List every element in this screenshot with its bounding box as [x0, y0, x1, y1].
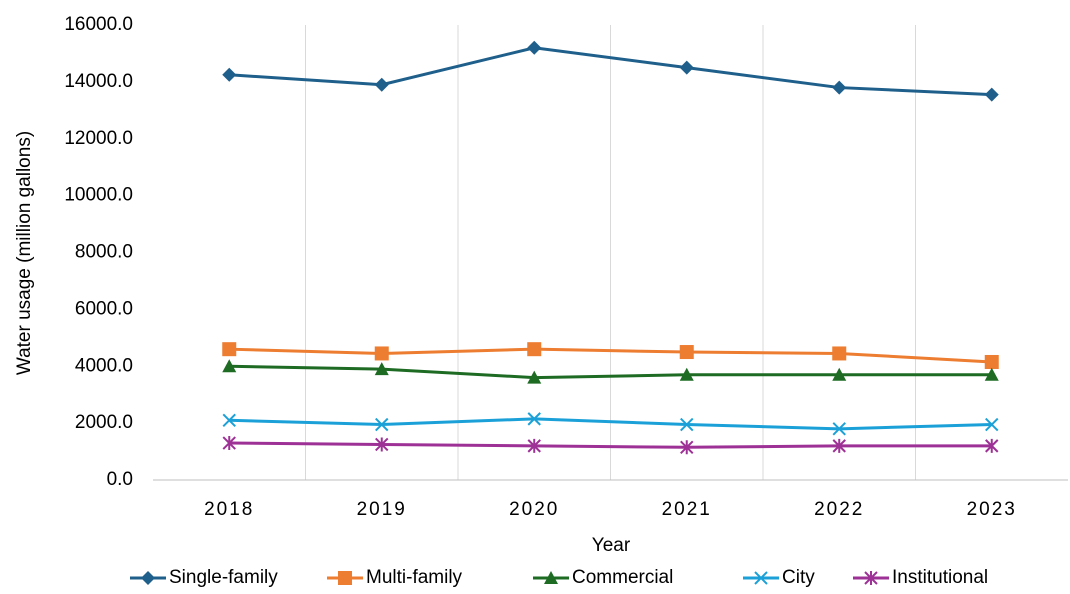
data-point	[679, 367, 694, 381]
series-line	[229, 347, 992, 364]
data-point	[679, 60, 694, 75]
data-point	[985, 438, 999, 453]
data-point	[527, 412, 541, 426]
legend-item: Single-family	[130, 567, 278, 588]
data-point	[375, 417, 389, 432]
y-tick-label: 2000.0	[75, 412, 133, 433]
data-point	[527, 40, 542, 55]
legend-item: Commercial	[533, 567, 673, 588]
data-point	[832, 367, 847, 381]
data-point	[222, 67, 237, 82]
legend-label: Commercial	[572, 567, 673, 588]
data-point	[222, 413, 236, 427]
y-tick-label: 16000.0	[64, 14, 133, 35]
series-line	[229, 441, 992, 449]
data-point	[222, 359, 237, 373]
legend-label: City	[782, 567, 815, 588]
y-tick-label: 4000.0	[75, 355, 133, 376]
y-tick-label: 14000.0	[64, 71, 133, 92]
x-tick-label: 2018	[204, 499, 254, 520]
series-line	[229, 417, 992, 431]
data-point	[222, 342, 237, 357]
legend-label: Multi-family	[366, 567, 463, 588]
data-point	[222, 436, 236, 451]
legend-marker	[864, 571, 878, 585]
x-tick-label: 2021	[662, 499, 712, 520]
data-point	[832, 346, 847, 361]
data-point	[374, 77, 389, 92]
data-point	[527, 342, 542, 357]
data-point	[375, 437, 389, 452]
series-line	[229, 364, 992, 380]
legend-marker	[754, 571, 768, 585]
y-tick-label: 0.0	[107, 469, 133, 490]
data-point	[527, 438, 541, 453]
y-tick-label: 12000.0	[64, 128, 133, 149]
data-point	[680, 417, 694, 432]
x-tick-label: 2019	[357, 499, 407, 520]
legend-item: Institutional	[853, 567, 988, 588]
x-tick-label: 2020	[509, 499, 559, 520]
data-point	[527, 370, 542, 384]
y-tick-label: 10000.0	[64, 185, 133, 206]
legend-marker	[141, 571, 155, 585]
data-point	[984, 367, 999, 381]
y-tick-label: 6000.0	[75, 298, 133, 319]
x-tick-label: 2022	[814, 499, 864, 520]
legend-marker	[338, 571, 352, 585]
y-axis-label: Water usage (million gallons)	[14, 131, 35, 375]
data-point	[832, 422, 846, 436]
data-point	[984, 354, 999, 369]
legend-item: City	[743, 567, 815, 588]
y-tick-label: 8000.0	[75, 242, 133, 263]
data-point	[374, 362, 389, 376]
data-point	[985, 417, 999, 432]
series-line	[229, 46, 992, 97]
data-point	[680, 440, 694, 455]
data-point	[832, 438, 846, 453]
x-tick-label: 2023	[967, 499, 1017, 520]
legend-label: Single-family	[169, 567, 278, 588]
data-point	[374, 346, 389, 361]
legend-label: Institutional	[892, 567, 988, 588]
x-axis-label: Year	[592, 535, 631, 556]
data-point	[984, 87, 999, 102]
data-point	[679, 345, 694, 360]
legend-item: Multi-family	[327, 567, 463, 588]
data-point	[832, 80, 847, 95]
legend-marker	[544, 571, 558, 584]
